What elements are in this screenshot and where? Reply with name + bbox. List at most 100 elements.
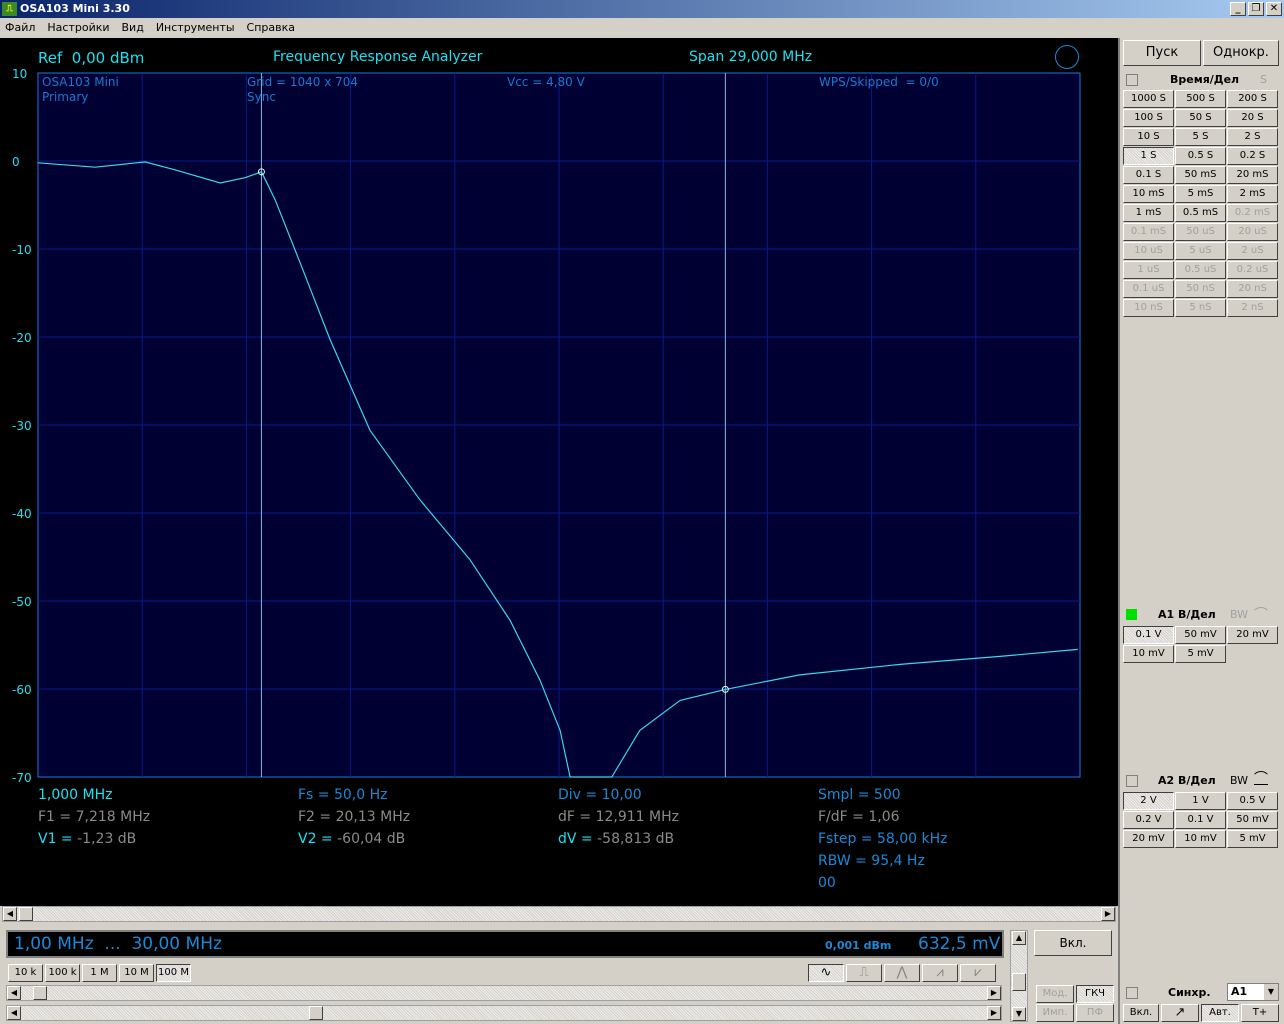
- a1-volt-div-button[interactable]: 50 mV: [1175, 626, 1226, 644]
- scroll-left-icon[interactable]: ◀: [3, 907, 17, 921]
- a2-volt-div-button[interactable]: 50 mV: [1227, 811, 1278, 829]
- time-div-button[interactable]: 50 uS: [1175, 223, 1226, 241]
- time-div-button[interactable]: 0.5 S: [1175, 147, 1226, 165]
- menu-help[interactable]: Справка: [246, 21, 296, 34]
- frequency-response-plot[interactable]: [0, 38, 1118, 906]
- a1-volt-div-button[interactable]: 20 mV: [1227, 626, 1278, 644]
- slider-right-icon[interactable]: ▶: [987, 1006, 1001, 1020]
- scope-display[interactable]: Ref 0,00 dBm Frequency Response Analyzer…: [0, 38, 1118, 906]
- a2-checkbox[interactable]: [1126, 775, 1138, 787]
- time-div-button[interactable]: 20 mS: [1227, 166, 1278, 184]
- time-div-button[interactable]: 50 nS: [1175, 280, 1226, 298]
- time-div-button[interactable]: 20 nS: [1227, 280, 1278, 298]
- time-div-button[interactable]: 50 mS: [1175, 166, 1226, 184]
- time-div-button[interactable]: 0.5 uS: [1175, 261, 1226, 279]
- time-div-button[interactable]: 20 S: [1227, 109, 1278, 127]
- time-div-button[interactable]: 50 S: [1175, 109, 1226, 127]
- time-div-button[interactable]: 10 nS: [1123, 299, 1174, 317]
- a2-volt-div-button[interactable]: 10 mV: [1175, 830, 1226, 848]
- chevron-down-icon[interactable]: ▼: [1264, 984, 1278, 1000]
- menu-view[interactable]: Вид: [121, 21, 144, 34]
- a2-bw-filter-icon[interactable]: ⌒: [1254, 771, 1268, 787]
- time-div-button[interactable]: 1 mS: [1123, 204, 1174, 222]
- time-div-button[interactable]: 10 uS: [1123, 242, 1174, 260]
- sync-on-button[interactable]: Вкл.: [1123, 1004, 1159, 1022]
- time-div-button[interactable]: 5 nS: [1175, 299, 1226, 317]
- time-div-button[interactable]: 0.1 S: [1123, 166, 1174, 184]
- time-div-button[interactable]: 5 mS: [1175, 185, 1226, 203]
- slider-left-icon[interactable]: ◀: [7, 986, 21, 1000]
- a1-bw-label[interactable]: BW: [1230, 608, 1249, 621]
- scroll-up-icon[interactable]: ▲: [1012, 931, 1026, 945]
- a2-volt-div-button[interactable]: 0.2 V: [1123, 811, 1174, 829]
- time-div-button[interactable]: 10 mS: [1123, 185, 1174, 203]
- a1-bw-filter-icon[interactable]: ⌒: [1254, 607, 1268, 623]
- time-div-button[interactable]: 2 uS: [1227, 242, 1278, 260]
- menu-settings[interactable]: Настройки: [47, 21, 110, 34]
- time-div-button[interactable]: 0.2 S: [1227, 147, 1278, 165]
- a2-volt-div-button[interactable]: 0.5 V: [1227, 792, 1278, 810]
- a2-volt-div-button[interactable]: 0.1 V: [1175, 811, 1226, 829]
- gen-mode-button[interactable]: ПФ: [1076, 1004, 1114, 1022]
- time-div-button[interactable]: 1 uS: [1123, 261, 1174, 279]
- time-div-button[interactable]: 200 S: [1227, 90, 1278, 108]
- v-scroll-thumb[interactable]: [1012, 973, 1026, 991]
- generator-on-button[interactable]: Вкл.: [1034, 930, 1112, 956]
- time-div-button[interactable]: 5 uS: [1175, 242, 1226, 260]
- decade-button[interactable]: 10 M: [119, 964, 154, 982]
- gen-mode-button[interactable]: ГКЧ: [1076, 985, 1114, 1003]
- a1-volt-div-button[interactable]: 10 mV: [1123, 645, 1174, 663]
- a1-volt-div-button[interactable]: 5 mV: [1175, 645, 1226, 663]
- saw-up-wave-icon[interactable]: ⩘: [922, 964, 958, 982]
- time-div-button[interactable]: 5 S: [1175, 128, 1226, 146]
- triangle-wave-icon[interactable]: ⋀: [884, 964, 920, 982]
- menu-tools[interactable]: Инструменты: [155, 21, 235, 34]
- time-div-button[interactable]: 0.1 mS: [1123, 223, 1174, 241]
- slider-left-icon[interactable]: ◀: [7, 1006, 21, 1020]
- time-div-button[interactable]: 1 S: [1123, 147, 1174, 165]
- scroll-thumb[interactable]: [19, 907, 33, 921]
- time-div-button[interactable]: 100 S: [1123, 109, 1174, 127]
- menu-file[interactable]: Файл: [5, 21, 36, 34]
- trigger-edge-icon[interactable]: ↗: [1161, 1004, 1199, 1022]
- gen-mode-button[interactable]: Мод.: [1036, 985, 1074, 1003]
- time-div-button[interactable]: 1000 S: [1123, 90, 1174, 108]
- single-button[interactable]: Однокр.: [1203, 40, 1279, 66]
- level-slider[interactable]: ◀ ▶: [6, 1005, 1002, 1021]
- time-div-button[interactable]: 2 mS: [1227, 185, 1278, 203]
- time-checkbox[interactable]: [1126, 74, 1138, 86]
- a2-bw-label[interactable]: BW: [1230, 774, 1249, 787]
- restore-button[interactable]: ❐: [1248, 2, 1264, 16]
- time-div-button[interactable]: 10 S: [1123, 128, 1174, 146]
- decade-button[interactable]: 100 M: [156, 964, 191, 982]
- slider-right-icon[interactable]: ▶: [987, 986, 1001, 1000]
- scope-scrollbar[interactable]: ◀ ▶: [2, 906, 1116, 922]
- sync-auto-button[interactable]: Авт.: [1201, 1004, 1239, 1022]
- gen-mode-button[interactable]: Имп.: [1036, 1004, 1074, 1022]
- square-wave-icon[interactable]: ⎍: [846, 964, 882, 982]
- a1-volt-div-button[interactable]: 0.1 V: [1123, 626, 1174, 644]
- decade-button[interactable]: 1 M: [82, 964, 117, 982]
- a2-volt-div-button[interactable]: 2 V: [1123, 792, 1174, 810]
- minimize-button[interactable]: _: [1230, 2, 1246, 16]
- time-div-button[interactable]: 2 S: [1227, 128, 1278, 146]
- a2-volt-div-button[interactable]: 5 mV: [1227, 830, 1278, 848]
- a2-volt-div-button[interactable]: 1 V: [1175, 792, 1226, 810]
- level-slider-thumb[interactable]: [309, 1006, 323, 1020]
- scroll-right-icon[interactable]: ▶: [1101, 907, 1115, 921]
- decade-button[interactable]: 10 k: [8, 964, 43, 982]
- vertical-scrollbar[interactable]: ▲ ▼: [1010, 930, 1028, 1022]
- start-button[interactable]: Пуск: [1123, 40, 1201, 66]
- a1-color-indicator[interactable]: [1126, 609, 1137, 620]
- a2-volt-div-button[interactable]: 20 mV: [1123, 830, 1174, 848]
- freq-slider[interactable]: ◀ ▶: [6, 985, 1002, 1001]
- trigger-plus-button[interactable]: T+: [1241, 1004, 1279, 1022]
- time-div-button[interactable]: 0.1 uS: [1123, 280, 1174, 298]
- time-div-button[interactable]: 0.2 uS: [1227, 261, 1278, 279]
- close-button[interactable]: ✕: [1266, 2, 1282, 16]
- saw-down-wave-icon[interactable]: ⩗: [960, 964, 996, 982]
- sync-source-select[interactable]: A1 ▼: [1227, 983, 1279, 1001]
- decade-button[interactable]: 100 k: [45, 964, 80, 982]
- time-div-button[interactable]: 0.2 mS: [1227, 204, 1278, 222]
- time-div-button[interactable]: 500 S: [1175, 90, 1226, 108]
